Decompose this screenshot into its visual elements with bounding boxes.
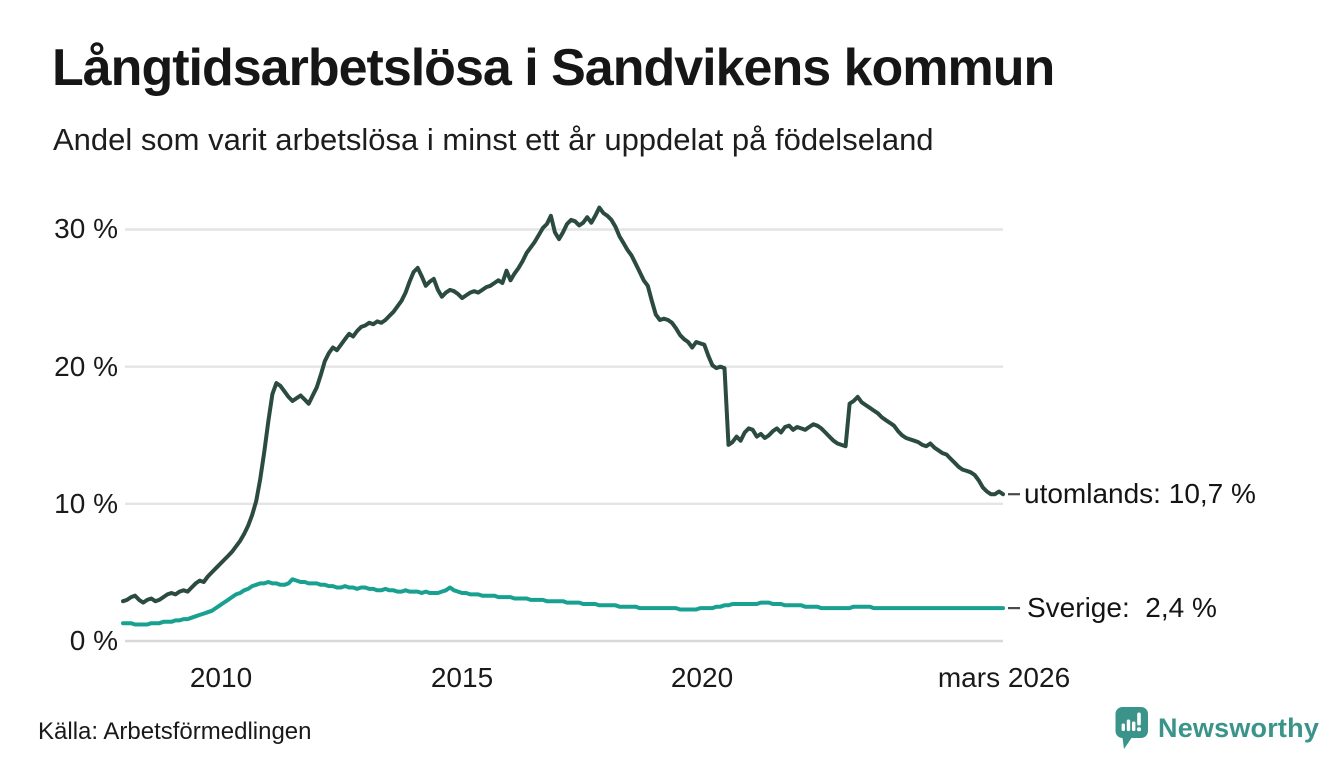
brand-lockup: Newsworthy	[1113, 704, 1319, 752]
y-axis-tick-20: 20 %	[54, 351, 118, 382]
x-axis-tick-2010: 2010	[189, 662, 253, 693]
series-label-utomlands: utomlands: 10,7 %	[1024, 478, 1256, 509]
chart-title: Långtidsarbetslösa i Sandvikens kommun	[52, 39, 1055, 97]
series-line-utomlands	[121, 205, 1005, 605]
y-axis-tick-10: 10 %	[54, 488, 118, 519]
brand-name: Newsworthy	[1158, 713, 1320, 743]
x-axis-tick-2015: 2015	[430, 662, 494, 693]
x-axis-tick-mars-2026: mars 2026	[937, 662, 1071, 693]
chart-subtitle: Andel som varit arbetslösa i minst ett å…	[53, 122, 934, 157]
series-label-sverige: Sverige: 2,4 %	[1027, 592, 1217, 623]
y-axis-tick-0: 0 %	[69, 625, 118, 656]
series-line-sverige	[121, 577, 1005, 627]
source-note: Källa: Arbetsförmedlingen	[38, 718, 312, 745]
x-axis-tick-2020: 2020	[670, 662, 734, 693]
y-axis-tick-30: 30 %	[54, 213, 118, 244]
newsworthy-logo-icon	[1113, 705, 1149, 751]
